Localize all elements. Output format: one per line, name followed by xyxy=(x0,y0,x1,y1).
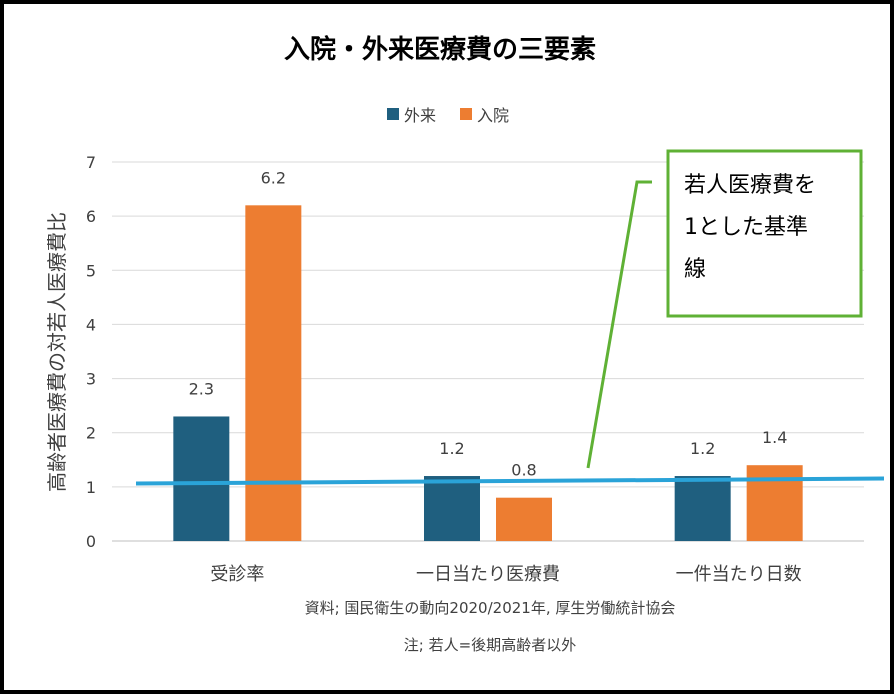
bar-inpatient xyxy=(496,497,552,541)
annotation-line-2: 1とした基準 xyxy=(684,215,808,240)
footnote: 注; 若人=後期高齢者以外 xyxy=(404,636,576,654)
bar-outpatient xyxy=(173,416,230,541)
data-label: 1.2 xyxy=(439,439,464,458)
bar-outpatient xyxy=(674,476,731,541)
source-note: 資料; 国民衛生の動向2020/2021年, 厚生労働統計協会 xyxy=(305,599,676,617)
bar-inpatient xyxy=(245,205,302,542)
y-tick-label: 6 xyxy=(86,207,96,226)
legend-swatch-inpatient xyxy=(460,108,472,120)
y-tick-label: 2 xyxy=(86,424,96,443)
y-axis-label: 高齢者医療費の対若人医療費比 xyxy=(45,212,69,492)
x-category-label: 受診率 xyxy=(210,564,264,585)
y-axis-ticks: 0 1 2 3 4 5 6 7 xyxy=(86,153,96,551)
bar-outpatient xyxy=(424,476,480,541)
x-category-label: 一日当たり医療費 xyxy=(416,564,560,585)
data-label: 1.4 xyxy=(762,428,787,447)
y-tick-label: 3 xyxy=(86,370,96,389)
data-label: 6.2 xyxy=(261,168,286,187)
y-tick-label: 1 xyxy=(86,478,96,497)
annotation-line-1: 若人医療費を xyxy=(684,173,816,198)
data-label: 0.8 xyxy=(511,461,536,480)
data-label: 1.2 xyxy=(690,439,715,458)
chart-title: 入院・外来医療費の三要素 xyxy=(284,34,596,65)
bar-inpatient xyxy=(746,465,803,541)
data-labels: 2.3 6.2 1.2 0.8 1.2 1.4 xyxy=(189,168,788,479)
annotation-line-3: 線 xyxy=(684,257,706,282)
reference-line xyxy=(135,476,885,486)
data-label: 2.3 xyxy=(189,379,214,398)
legend-swatch-outpatient xyxy=(387,108,399,120)
y-tick-label: 0 xyxy=(86,532,96,551)
x-axis-categories: 受診率 一日当たり医療費 一件当たり日数 xyxy=(210,564,801,585)
y-tick-label: 7 xyxy=(86,153,96,172)
bars xyxy=(173,205,803,542)
y-tick-label: 4 xyxy=(86,315,96,334)
annotation-leader-line xyxy=(586,180,652,469)
y-tick-label: 5 xyxy=(86,261,96,280)
annotation-callout: 若人医療費を 1とした基準 線 xyxy=(586,149,863,469)
annotation-box xyxy=(666,149,863,318)
x-category-label: 一件当たり日数 xyxy=(676,564,802,585)
legend-label-inpatient: 入院 xyxy=(477,106,509,125)
legend: 外来 入院 xyxy=(387,106,509,125)
legend-label-outpatient: 外来 xyxy=(404,106,436,125)
